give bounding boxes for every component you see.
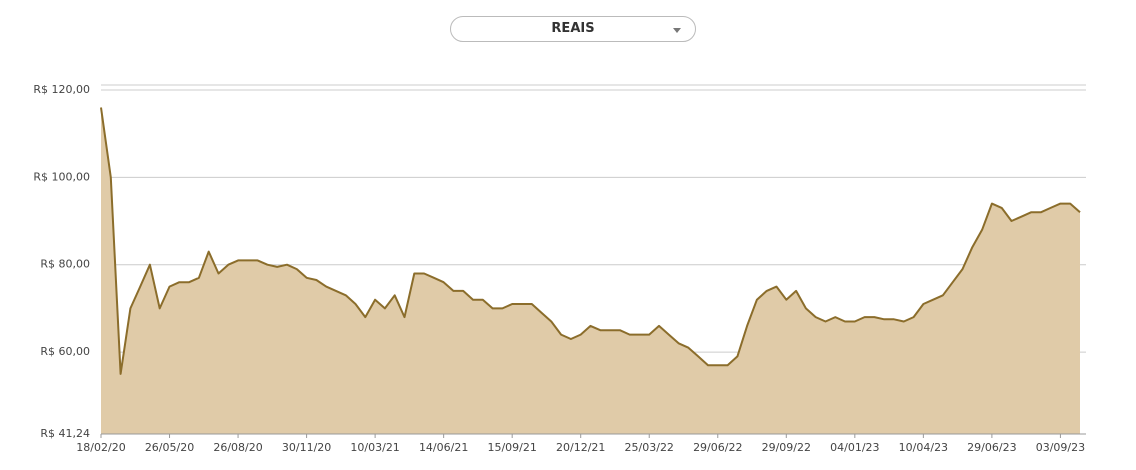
dropdown-arrow <box>673 28 681 33</box>
x-tick-label: 04/01/23 <box>830 441 879 454</box>
y-tick-label: R$ 100,00 <box>33 170 90 183</box>
x-tick-label: 26/05/20 <box>145 441 194 454</box>
x-tick-label: 03/09/23 <box>1036 441 1085 454</box>
x-tick-label: 10/03/21 <box>350 441 399 454</box>
line <box>100 107 1081 375</box>
x-tick-label: 29/06/23 <box>967 441 1016 454</box>
y-tick-label: R$ 41,24 <box>40 427 90 440</box>
y-tick-label: R$ 80,00 <box>40 258 90 271</box>
currency-dropdown[interactable]: REAIS <box>450 16 696 42</box>
area <box>101 107 1080 434</box>
x-tick-label: 26/08/20 <box>213 441 262 454</box>
x-tick-label: 29/06/22 <box>693 441 742 454</box>
x-tick-label: 25/03/22 <box>625 441 674 454</box>
y-tick-label: R$ 60,00 <box>40 345 90 358</box>
x-tick-label: 29/09/22 <box>762 441 811 454</box>
x-tick-label: 15/09/21 <box>487 441 536 454</box>
x-tick-label: 14/06/21 <box>419 441 468 454</box>
x-tick-label: 18/02/20 <box>76 441 125 454</box>
x-tick-label: 10/04/23 <box>899 441 948 454</box>
dropdown-label: REAIS <box>551 21 595 36</box>
x-tick-label: 20/12/21 <box>556 441 605 454</box>
x-tick-label: 30/11/20 <box>282 441 331 454</box>
y-tick-label: R$ 120,00 <box>33 83 90 96</box>
